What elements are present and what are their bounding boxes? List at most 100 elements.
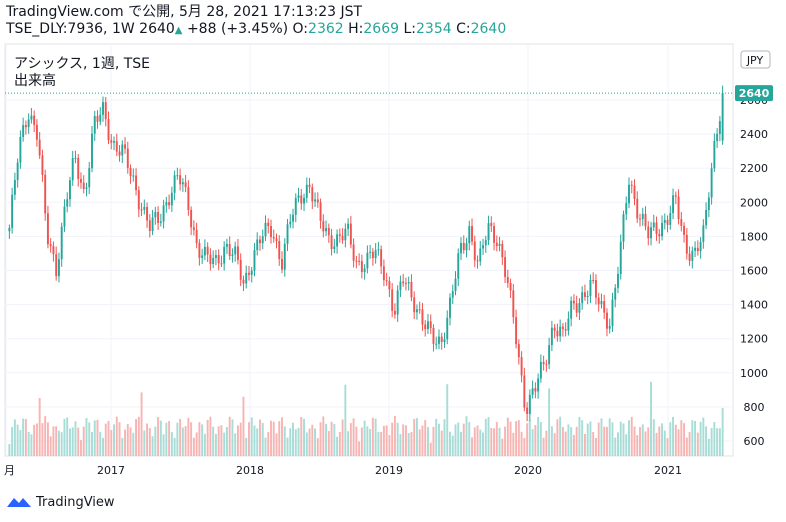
volume-bar xyxy=(608,418,611,456)
volume-bar xyxy=(683,423,686,456)
up-arrow-icon: ▲ xyxy=(174,25,183,36)
volume-bar xyxy=(594,437,597,456)
candle-body xyxy=(438,336,440,344)
currency-badge[interactable]: JPY xyxy=(740,50,771,69)
candle-body xyxy=(206,246,209,255)
volume-bar xyxy=(550,426,553,456)
volume-bar xyxy=(118,422,121,456)
volume-bar xyxy=(159,420,162,456)
candle-body xyxy=(192,227,195,230)
candle-body xyxy=(170,192,173,206)
volume-bar xyxy=(195,432,198,456)
candle-body xyxy=(581,292,584,304)
volume-bar xyxy=(327,431,330,456)
candle-body xyxy=(663,219,666,223)
volume-bar xyxy=(192,437,195,456)
volume-bar xyxy=(410,432,413,456)
candle-body xyxy=(605,312,608,329)
candle-body xyxy=(578,303,581,313)
volume-bar xyxy=(338,431,341,456)
x-tick-label: 2018 xyxy=(236,464,264,477)
series-title: アシックス, 1週, TSE xyxy=(14,56,151,72)
candle-body xyxy=(597,297,600,305)
volume-bar xyxy=(636,435,639,456)
candle-body xyxy=(385,280,388,282)
symbol-label: TSE_DLY:7936, 1W xyxy=(6,21,135,37)
volume-bar xyxy=(88,422,91,456)
currency-label: JPY xyxy=(746,54,764,67)
volume-bar xyxy=(336,436,339,456)
candle-body xyxy=(179,175,182,185)
candle-body xyxy=(611,299,614,326)
candle-body xyxy=(377,249,380,251)
volume-bar xyxy=(440,430,443,456)
volume-bar xyxy=(181,427,184,456)
candle-body xyxy=(424,324,427,330)
candle-body xyxy=(396,290,399,315)
candle-body xyxy=(650,227,652,239)
candle-body xyxy=(303,197,306,204)
volume-bar xyxy=(267,432,270,456)
grid xyxy=(5,44,733,456)
volume-bar xyxy=(658,426,661,456)
volume-bar xyxy=(517,420,520,456)
volume-bar xyxy=(633,426,636,456)
volume-bar xyxy=(206,419,209,456)
y-tick-label: 1200 xyxy=(740,333,768,346)
volume-bar xyxy=(143,430,146,456)
volume-bar xyxy=(231,419,234,456)
volume-bar xyxy=(314,428,317,456)
candle-body xyxy=(603,301,606,313)
footer[interactable]: TradingView xyxy=(6,494,115,510)
volume-bar xyxy=(55,426,58,456)
candle-body xyxy=(68,180,71,200)
volume-bar xyxy=(399,434,402,456)
candle-body xyxy=(203,246,206,256)
volume-bar xyxy=(630,416,633,456)
volume-bar xyxy=(501,438,504,456)
y-tick-label: 2400 xyxy=(740,128,768,141)
candle-body xyxy=(454,278,457,292)
candle-body xyxy=(594,280,597,298)
volume-bar xyxy=(74,421,77,456)
candle-body xyxy=(705,209,708,226)
volume-bar xyxy=(209,416,212,456)
volume-bar xyxy=(393,416,396,456)
candle-body xyxy=(187,187,190,210)
volume-bar xyxy=(135,419,138,456)
candle-body xyxy=(173,175,176,193)
volume-bar xyxy=(484,418,487,456)
volume-bar xyxy=(259,419,261,456)
candle-body xyxy=(352,244,355,261)
volume-bar xyxy=(465,416,468,456)
candle-body xyxy=(314,199,317,202)
volume-bar xyxy=(173,437,176,456)
y-tick-label: 2200 xyxy=(740,162,768,175)
candle-body xyxy=(198,243,201,258)
publish-line: TradingView.com で公開, 5月 28, 2021 17:13:2… xyxy=(6,4,363,20)
volume-bar xyxy=(250,417,253,456)
candle-body xyxy=(647,226,650,239)
volume-bar xyxy=(446,384,449,456)
candle-body xyxy=(644,213,647,227)
candle-body xyxy=(46,213,49,245)
volume-bar xyxy=(710,428,713,456)
volume-bar xyxy=(528,420,531,456)
candle-body xyxy=(672,195,675,214)
volume-bar xyxy=(102,437,104,456)
volume-bar xyxy=(179,418,182,456)
volume-bar xyxy=(363,420,366,456)
volume-bar xyxy=(30,434,33,456)
volume-bar xyxy=(628,420,630,456)
volume-bar xyxy=(203,433,206,456)
candle-body xyxy=(333,246,336,249)
candle-body xyxy=(572,300,575,304)
volume-bar xyxy=(41,423,44,456)
candle-body xyxy=(121,144,124,156)
volume-bar xyxy=(385,425,388,456)
volume-bar xyxy=(611,422,614,456)
candle-body xyxy=(63,206,66,227)
candle-body xyxy=(487,223,490,241)
candle-body xyxy=(85,187,88,189)
